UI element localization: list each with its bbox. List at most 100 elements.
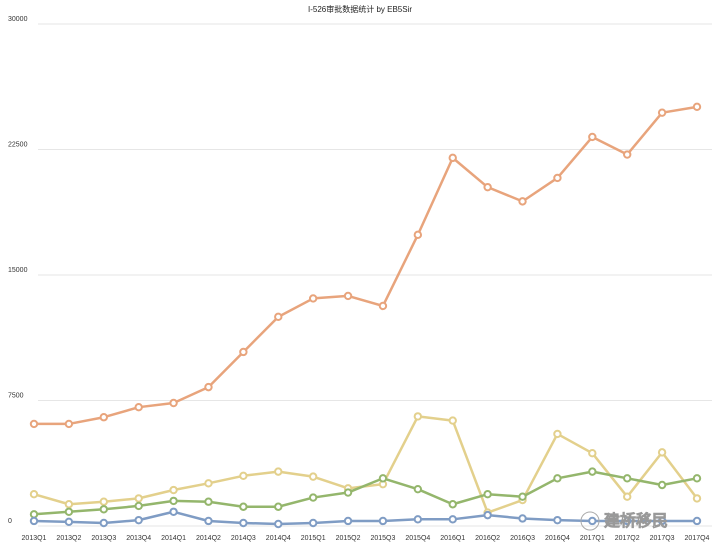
data-point (29, 419, 39, 429)
data-point (239, 518, 248, 528)
series-line (33, 510, 697, 526)
data-point (518, 492, 527, 501)
data-point (64, 500, 74, 509)
data-point (308, 493, 318, 502)
x-tick-label: 2017Q3 (650, 535, 675, 542)
x-tick-label: 2014Q3 (231, 535, 256, 542)
data-point (692, 494, 702, 503)
data-point (378, 516, 388, 526)
x-tick-label: 2017Q1 (580, 535, 605, 542)
data-point (99, 497, 108, 506)
data-point (553, 515, 562, 525)
data-point (274, 467, 283, 476)
data-point (623, 150, 632, 159)
x-tick-label: 2015Q4 (405, 535, 430, 542)
data-point (239, 471, 248, 480)
data-point (518, 514, 527, 523)
data-point (657, 108, 667, 117)
data-point (483, 182, 492, 192)
data-point (274, 312, 283, 322)
data-point (99, 518, 108, 528)
data-point (692, 102, 702, 112)
watermark: 建桥移民 (604, 511, 668, 530)
data-point (483, 510, 492, 520)
data-point (413, 412, 423, 421)
x-tick-label: 2015Q2 (336, 535, 361, 542)
data-point (308, 518, 318, 528)
data-point (448, 153, 457, 163)
data-point (413, 515, 423, 524)
data-point (239, 502, 248, 511)
data-point (553, 429, 562, 439)
x-tick-label: 2013Q1 (22, 535, 47, 542)
y-tick-label: 7500 (8, 392, 24, 399)
data-point (623, 492, 632, 501)
data-point (274, 502, 283, 511)
data-point (204, 497, 213, 506)
data-point (378, 474, 388, 483)
data-point (448, 416, 457, 425)
data-point (134, 402, 143, 412)
data-point (308, 294, 318, 303)
data-point (448, 500, 457, 509)
data-point (623, 516, 632, 526)
y-tick-label: 30000 (8, 16, 28, 23)
data-point (169, 496, 178, 506)
x-tick-label: 2015Q1 (301, 535, 326, 542)
data-point (343, 516, 353, 526)
y-tick-label: 0 (8, 518, 12, 525)
data-point (588, 516, 597, 526)
data-point (448, 515, 457, 524)
data-point (623, 474, 632, 483)
data-point (657, 480, 667, 490)
data-point (692, 516, 702, 526)
data-point (343, 291, 353, 301)
x-tick-label: 2014Q4 (266, 535, 291, 542)
data-point (64, 517, 74, 527)
x-tick-label: 2017Q4 (685, 535, 710, 542)
watermark-icon (580, 511, 600, 531)
data-point (204, 382, 213, 392)
data-point (657, 448, 667, 457)
data-point (378, 301, 388, 311)
data-point (169, 398, 178, 408)
x-tick-label: 2015Q3 (370, 535, 395, 542)
y-tick-label: 15000 (8, 267, 28, 274)
data-point (588, 132, 597, 142)
data-point (343, 488, 353, 497)
data-point (483, 490, 492, 499)
x-tick-label: 2017Q2 (615, 535, 640, 542)
x-tick-label: 2016Q1 (440, 535, 465, 542)
x-tick-label: 2014Q2 (196, 535, 221, 542)
x-tick-label: 2014Q1 (161, 535, 186, 542)
data-point (308, 472, 318, 481)
data-point (169, 485, 178, 495)
data-point (692, 474, 702, 483)
data-point (553, 474, 562, 483)
x-tick-label: 2013Q2 (56, 535, 81, 542)
data-point (134, 501, 143, 511)
data-point (169, 507, 178, 516)
data-point (134, 494, 143, 503)
data-point (204, 479, 213, 488)
data-point (657, 516, 667, 526)
data-point (274, 519, 283, 529)
x-tick-label: 2016Q2 (475, 535, 500, 542)
data-point (29, 516, 39, 526)
data-point (413, 484, 423, 494)
data-point (588, 449, 597, 458)
data-point (413, 230, 423, 240)
series-line (33, 470, 698, 516)
y-tick-label: 22500 (8, 141, 28, 148)
data-point (64, 507, 74, 516)
data-point (29, 510, 39, 519)
data-point (99, 413, 108, 422)
series-line (34, 105, 698, 426)
watermark-group: 建桥移民 (580, 511, 668, 531)
data-point (134, 515, 143, 525)
data-point (99, 505, 108, 514)
data-point (239, 347, 248, 357)
data-point (64, 419, 74, 429)
